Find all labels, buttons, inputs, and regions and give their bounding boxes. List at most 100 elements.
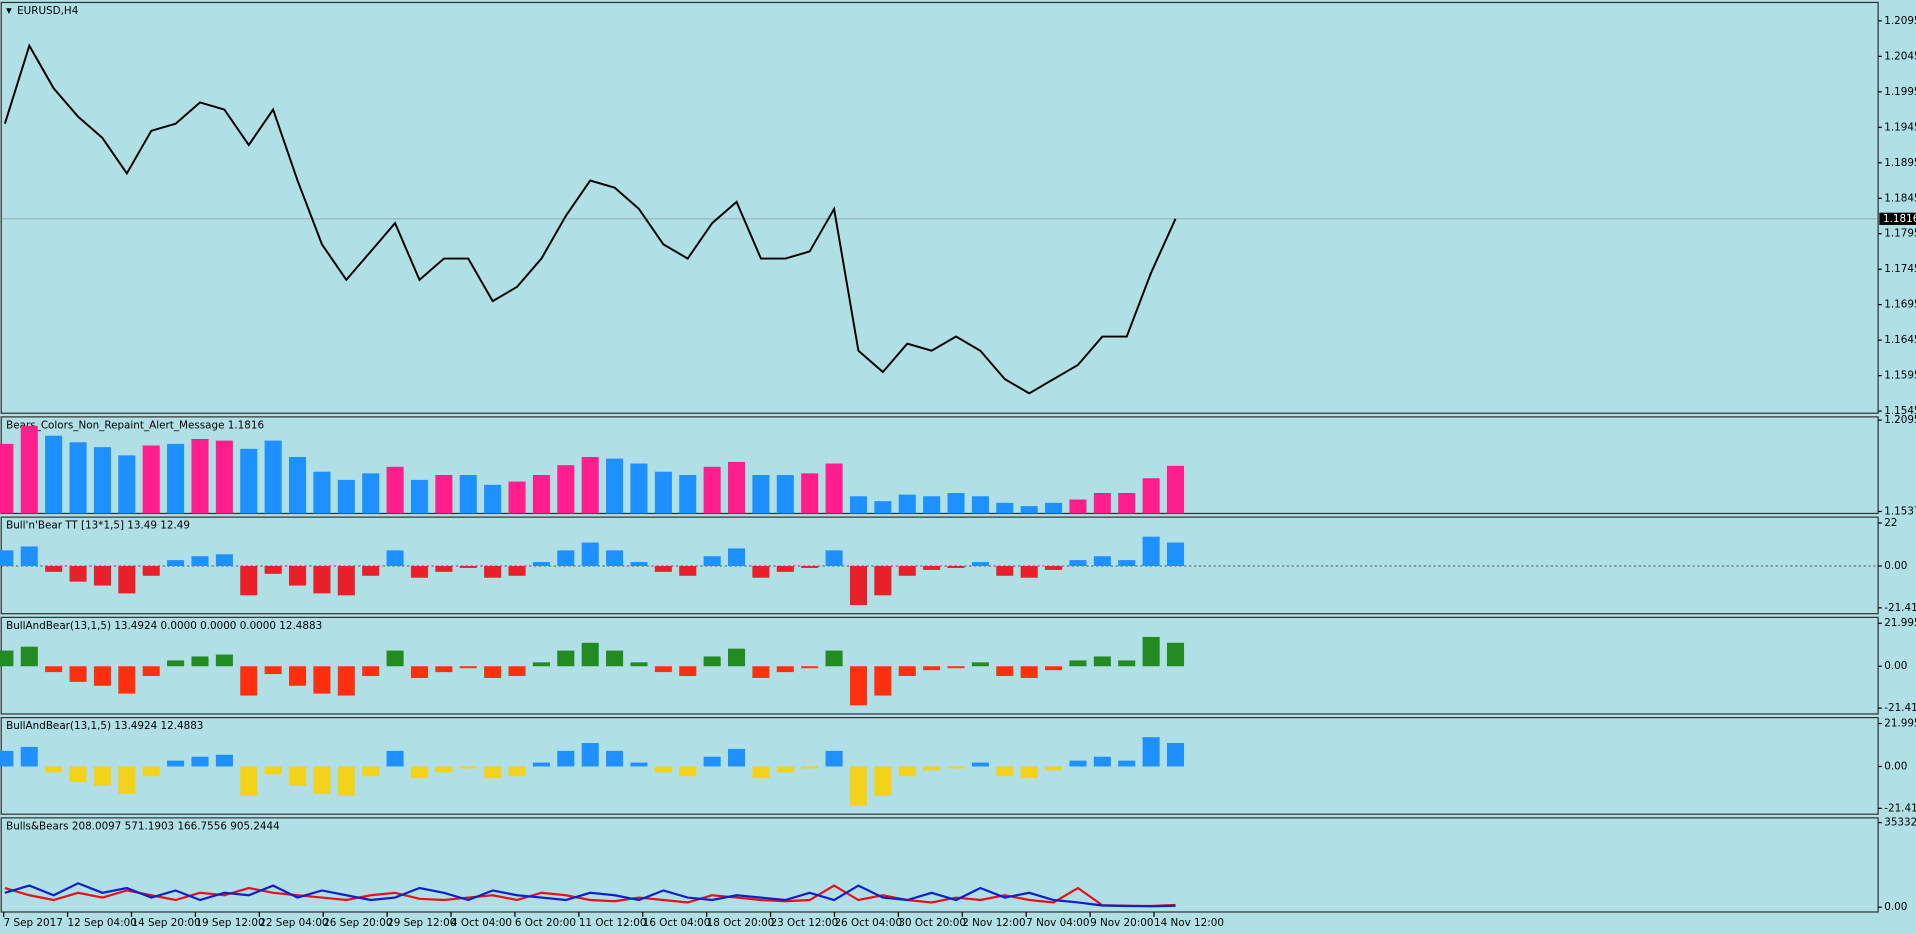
indicator-bar bbox=[289, 565, 307, 586]
indicator-label: BullAndBear(13,1,5) 13.4924 12.4883 bbox=[6, 720, 203, 732]
indicator-bar bbox=[1069, 760, 1087, 767]
indicator-bar bbox=[874, 501, 892, 514]
indicator-bar bbox=[752, 565, 770, 578]
y-tick-label: 1.1795 bbox=[1884, 228, 1916, 240]
indicator-bar bbox=[0, 650, 14, 667]
indicator-bar bbox=[337, 565, 355, 596]
indicator-bar bbox=[289, 766, 307, 787]
indicator-bar bbox=[1142, 636, 1160, 667]
indicator-bar bbox=[532, 474, 550, 514]
indicator-bar bbox=[20, 425, 38, 514]
indicator-bar bbox=[679, 666, 697, 677]
indicator-bar bbox=[264, 565, 282, 574]
indicator-bar bbox=[996, 666, 1014, 677]
indicator-bar bbox=[825, 550, 843, 566]
indicator-bar bbox=[971, 496, 989, 514]
indicator-bar bbox=[435, 565, 453, 572]
indicator-bar bbox=[923, 496, 941, 514]
indicator-bar bbox=[923, 565, 941, 570]
x-tick-label: 22 Sep 04:00 bbox=[259, 917, 328, 929]
indicator-bar bbox=[923, 666, 941, 671]
indicator-bar bbox=[606, 550, 624, 566]
indicator-bar bbox=[167, 443, 185, 514]
y-tick-label: 1.1595 bbox=[1884, 370, 1916, 382]
indicator-bar bbox=[69, 442, 87, 514]
indicator-bar bbox=[532, 562, 550, 566]
indicator-bar bbox=[142, 445, 160, 514]
indicator-bar bbox=[752, 766, 770, 779]
indicator-bar bbox=[410, 565, 429, 578]
indicator-bar bbox=[215, 440, 233, 514]
indicator-bar bbox=[0, 443, 14, 514]
indicator-bar bbox=[874, 766, 892, 796]
x-tick-label: 18 Oct 20:00 bbox=[707, 917, 775, 929]
indicator-bar bbox=[313, 766, 331, 794]
indicator-bar bbox=[606, 750, 624, 767]
indicator-bar bbox=[1166, 642, 1185, 667]
indicator-bar bbox=[849, 565, 867, 606]
indicator-bar bbox=[532, 662, 550, 667]
indicator-bar bbox=[1118, 760, 1136, 767]
indicator-bar bbox=[215, 554, 233, 566]
x-tick-label: 7 Sep 2017 bbox=[4, 917, 63, 929]
indicator-bar bbox=[45, 766, 63, 773]
indicator-bar bbox=[191, 438, 209, 514]
indicator-bar bbox=[557, 650, 575, 667]
y-tick-label: -21.41 bbox=[1884, 602, 1916, 614]
indicator-bar bbox=[459, 565, 477, 568]
x-tick-label: 4 Oct 04:00 bbox=[451, 917, 512, 929]
indicator-bar bbox=[508, 666, 526, 677]
y-tick-label: 0.00 bbox=[1884, 760, 1907, 772]
indicator-bar bbox=[313, 471, 331, 514]
indicator-bar bbox=[630, 562, 648, 566]
indicator-bar bbox=[947, 666, 965, 669]
indicator-bar bbox=[1045, 502, 1063, 514]
indicator-bar bbox=[801, 565, 819, 568]
indicator-bar bbox=[313, 666, 331, 694]
indicator-bar bbox=[557, 750, 575, 767]
indicator-bar bbox=[410, 666, 429, 678]
x-tick-label: 19 Sep 12:00 bbox=[195, 917, 264, 929]
indicator-bar bbox=[1166, 542, 1185, 566]
indicator-bar bbox=[264, 766, 282, 775]
x-tick-label: 29 Sep 12:00 bbox=[387, 917, 456, 929]
indicator-bar bbox=[142, 565, 160, 576]
indicator-bar bbox=[703, 756, 721, 767]
indicator-bar bbox=[752, 666, 770, 678]
indicator-bar bbox=[1020, 506, 1038, 514]
indicator-bar bbox=[825, 650, 843, 667]
indicator-bar bbox=[459, 666, 477, 669]
y-tick-label: 0.00 bbox=[1884, 660, 1907, 672]
indicator-bar bbox=[386, 650, 404, 667]
indicator-bar bbox=[776, 766, 794, 773]
indicator-bar bbox=[118, 666, 136, 694]
indicator-bar bbox=[484, 666, 502, 678]
indicator-bar bbox=[118, 766, 136, 794]
y-tick-label: 1.1695 bbox=[1884, 299, 1916, 311]
indicator-bar bbox=[264, 666, 282, 675]
x-tick-label: 9 Nov 20:00 bbox=[1090, 917, 1153, 929]
indicator-bar bbox=[703, 556, 721, 566]
indicator-bar bbox=[264, 440, 282, 514]
indicator-bar bbox=[435, 666, 453, 673]
indicator-bar bbox=[630, 463, 648, 514]
indicator-pane-frame bbox=[0, 817, 1879, 913]
indicator-bar bbox=[1093, 656, 1111, 667]
indicator-label: BullAndBear(13,1,5) 13.4924 0.0000 0.000… bbox=[6, 620, 322, 632]
indicator-bar bbox=[435, 474, 453, 514]
indicator-bar bbox=[289, 456, 307, 514]
indicator-bar bbox=[1166, 465, 1185, 514]
indicator-bar bbox=[337, 766, 355, 796]
indicator-bar bbox=[215, 754, 233, 767]
x-tick-label: 12 Sep 04:00 bbox=[68, 917, 137, 929]
indicator-bar bbox=[825, 463, 843, 514]
indicator-bar bbox=[874, 666, 892, 696]
indicator-bar bbox=[996, 565, 1014, 576]
indicator-bar bbox=[971, 662, 989, 667]
indicator-bar bbox=[1045, 766, 1063, 771]
indicator-bar bbox=[337, 666, 355, 696]
indicator-bar bbox=[776, 666, 794, 673]
window-symbol-arrow: ▼ bbox=[6, 6, 12, 15]
indicator-line bbox=[4, 882, 1176, 908]
